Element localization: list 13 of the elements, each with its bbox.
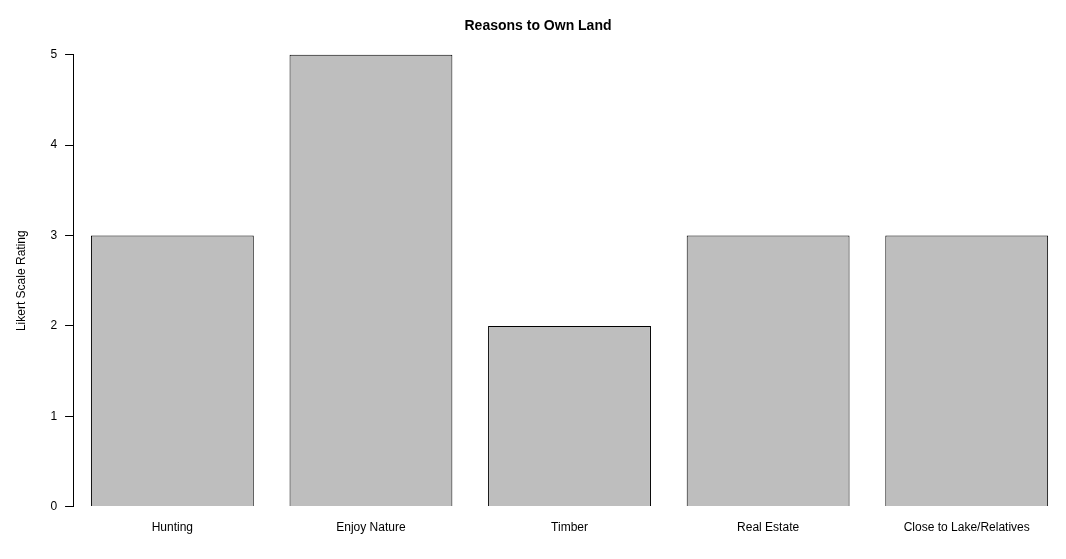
y-tick-label: 3 [50,227,58,242]
x-tick-label: Enjoy Nature [336,520,406,535]
y-tick-label: 2 [50,318,58,333]
chart-title: Reasons to Own Land [464,17,612,34]
y-tick-label: 0 [50,498,58,513]
y-tick-label: 1 [50,408,58,423]
y-tick-label: 5 [50,47,58,62]
y-tick-label: 4 [50,137,58,152]
x-tick-label: Real Estate [737,520,800,535]
x-tick-label: Hunting [151,520,194,535]
y-axis-title: Likert Scale Rating [13,230,28,332]
x-tick-label: Timber [551,520,588,535]
x-tick-label: Close to Lake/Relatives [903,520,1030,535]
